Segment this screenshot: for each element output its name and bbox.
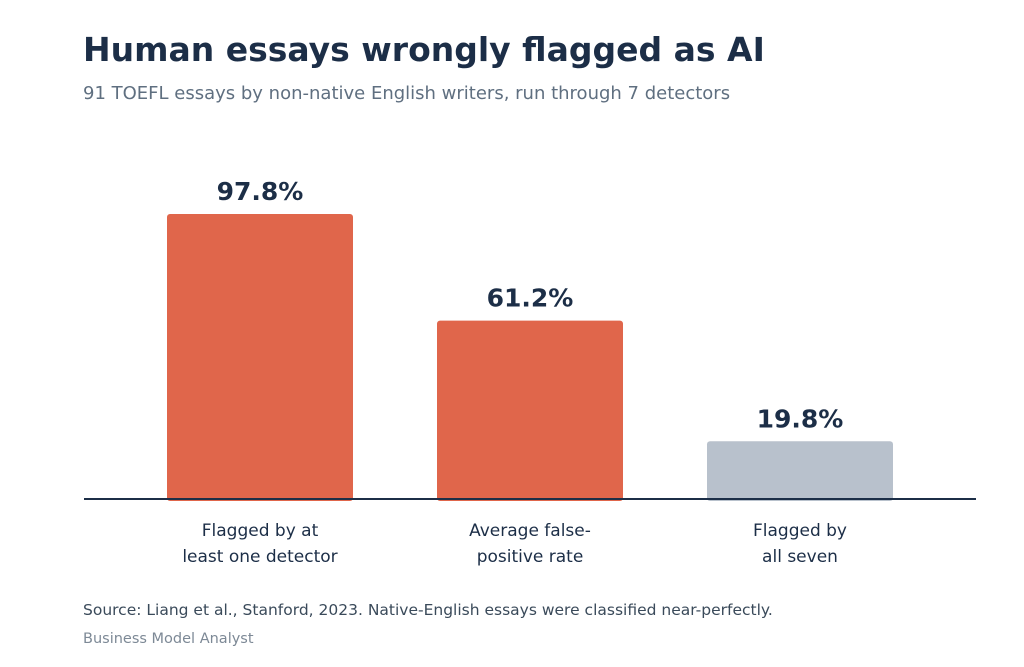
- chart-title: Human essays wrongly flagged as AI: [83, 30, 765, 69]
- source-note: Source: Liang et al., Stanford, 2023. Na…: [83, 601, 773, 619]
- bar-value-label-2: 61.2%: [487, 284, 574, 313]
- bar-1: [167, 214, 353, 501]
- brand-credit: Business Model Analyst: [83, 631, 254, 647]
- category-label-3-line-2: all seven: [762, 547, 838, 567]
- category-label-2-line-1: Average false-: [469, 521, 591, 541]
- bar-3: [707, 441, 893, 501]
- chart-subtitle: 91 TOEFL essays by non-native English wr…: [83, 83, 731, 104]
- bar-value-label-3: 19.8%: [757, 404, 844, 433]
- category-label-2-line-2: positive rate: [477, 547, 584, 567]
- category-label-3-line-1: Flagged by: [753, 521, 847, 541]
- bar-2: [437, 320, 623, 501]
- category-label-1-line-1: Flagged by at: [202, 521, 319, 541]
- bar-value-label-1: 97.8%: [217, 177, 304, 206]
- category-label-1-line-2: least one detector: [182, 547, 337, 567]
